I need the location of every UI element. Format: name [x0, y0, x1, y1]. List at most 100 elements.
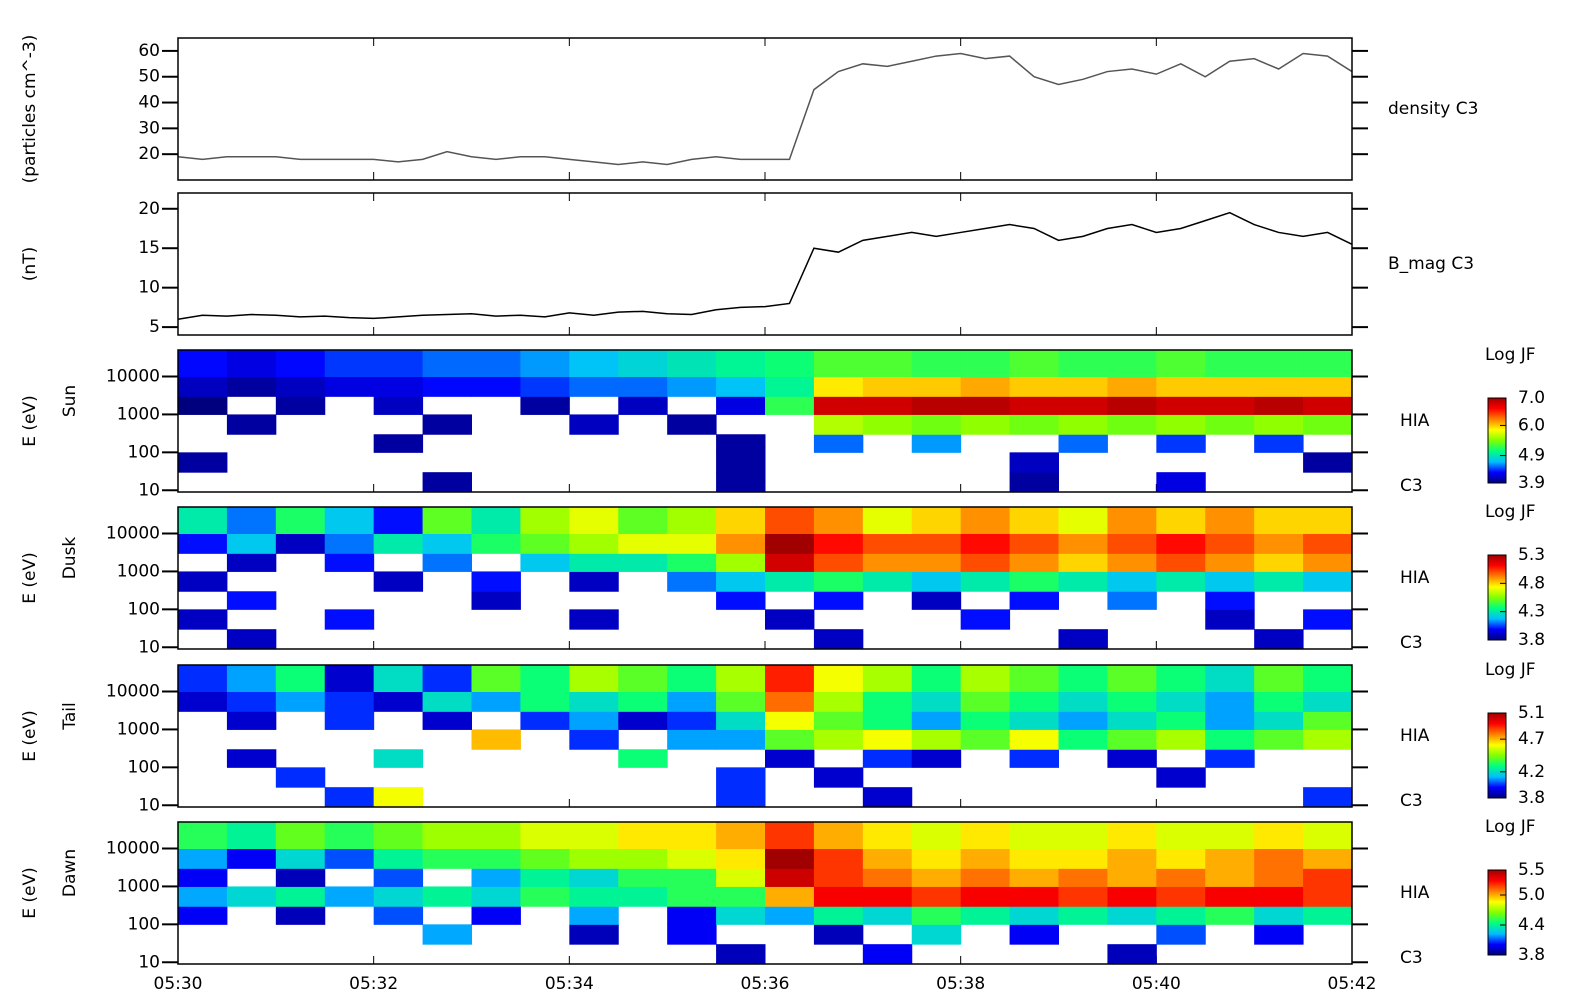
heatmap-cell: [911, 906, 962, 925]
panel-frame: [177, 506, 1353, 650]
heatmap-cell: [1009, 376, 1059, 397]
colorbar-tick-label: 3.8: [1518, 945, 1545, 965]
heatmap-cell: [765, 711, 815, 730]
heatmap-cell: [1058, 665, 1108, 693]
heatmap-cell: [1107, 591, 1157, 610]
heatmap-cell: [813, 906, 864, 925]
heatmap-cell: [324, 350, 375, 378]
heatmap-cell: [813, 396, 864, 415]
heatmap-cell: [1107, 729, 1157, 750]
heatmap-cell: [1156, 553, 1206, 572]
heatmap-cell: [178, 868, 228, 887]
heatmap-cell: [373, 886, 424, 907]
x-tick-label: 05:38: [936, 974, 985, 994]
heatmap-cell: [324, 553, 375, 572]
heatmap-cell: [911, 376, 962, 397]
heatmap-cell: [471, 533, 521, 554]
heatmap-cell: [569, 848, 619, 869]
heatmap-cell: [911, 822, 962, 850]
heatmap-cell: [716, 452, 766, 473]
y-axis-label: (nT): [20, 247, 40, 281]
heatmap-cell: [667, 414, 717, 435]
heatmap-cell: [1205, 868, 1255, 887]
heatmap-cell: [1205, 691, 1255, 712]
heatmap-cell: [862, 868, 913, 887]
heatmap-cell: [471, 691, 521, 712]
colorbar-tick-label: 3.8: [1518, 630, 1545, 650]
heatmap-cell: [373, 787, 424, 808]
heatmap-cell: [324, 609, 375, 630]
heatmap-cell: [667, 553, 717, 572]
heatmap-cell: [1254, 691, 1304, 712]
heatmap-cell: [1009, 711, 1059, 730]
heatmap-cell: [569, 906, 619, 925]
heatmap-cell: [1303, 533, 1353, 554]
heatmap-cell: [813, 665, 864, 693]
right-label: HIA: [1400, 411, 1430, 431]
colorbar-label: Log JF: [1485, 817, 1536, 837]
y-tick-label: 10: [138, 278, 160, 298]
right-label: C3: [1400, 791, 1423, 811]
heatmap-cell: [1254, 571, 1304, 592]
heatmap-cell: [716, 822, 766, 850]
heatmap-cell: [1303, 691, 1353, 712]
heatmap-cell: [275, 868, 326, 887]
heatmap-cell: [1009, 729, 1059, 750]
heatmap-cell: [813, 848, 864, 869]
heatmap-cell: [960, 848, 1011, 869]
heatmap-cell: [862, 396, 913, 415]
heatmap-cell: [862, 729, 913, 750]
heatmap-cell: [1254, 414, 1304, 435]
heatmap-cell: [667, 533, 717, 554]
heatmap-cell: [1107, 749, 1157, 768]
heatmap-cell: [422, 924, 472, 945]
heatmap-cell: [569, 822, 619, 850]
heatmap-cell: [520, 848, 570, 869]
heatmap-cell: [1156, 886, 1206, 907]
heatmap-cell: [324, 691, 375, 712]
heatmap-cell: [1107, 553, 1157, 572]
heatmap-cell: [520, 886, 570, 907]
heatmap-cell: [324, 822, 375, 850]
heatmap-cell: [911, 350, 962, 378]
heatmap-cell: [1107, 848, 1157, 869]
heatmap-cell: [1107, 396, 1157, 415]
heatmap-cell: [275, 533, 326, 554]
heatmap-cell: [422, 472, 472, 493]
heatmap-cell: [765, 553, 815, 572]
heatmap-cell: [911, 924, 962, 945]
heatmap-cell: [765, 729, 815, 750]
heatmap-cell: [862, 533, 913, 554]
colorbar-label: Log JF: [1485, 502, 1536, 522]
heatmap-cell: [1205, 886, 1255, 907]
heatmap-cell: [1009, 414, 1059, 435]
heatmap-cell: [471, 665, 521, 693]
heatmap-cell: [911, 591, 962, 610]
heatmap-cell: [178, 533, 228, 554]
heatmap-cell: [1205, 848, 1255, 869]
heatmap-cell: [1254, 533, 1304, 554]
heatmap-cell: [178, 609, 228, 630]
y-tick-label: 15: [138, 238, 160, 258]
heatmap-cell: [960, 691, 1011, 712]
heatmap-cell: [765, 749, 815, 768]
heatmap-cell: [960, 665, 1011, 693]
heatmap-cell: [765, 571, 815, 592]
heatmap-cell: [520, 350, 570, 378]
heatmap-cell: [422, 350, 472, 378]
y-tick-label: 10000: [106, 524, 160, 544]
heatmap-cell: [716, 434, 766, 453]
heatmap-cell: [1303, 414, 1353, 435]
heatmap-cell: [1254, 396, 1304, 415]
heatmap-cell: [520, 665, 570, 693]
right-label: HIA: [1400, 883, 1430, 903]
colorbar-tick-label: 4.9: [1518, 446, 1545, 466]
heatmap-cell: [813, 729, 864, 750]
heatmap-cell: [716, 906, 766, 925]
heatmap-cell: [422, 376, 472, 397]
heatmap-cell: [1107, 571, 1157, 592]
heatmap-cell: [813, 533, 864, 554]
heatmap-cell: [716, 886, 766, 907]
heatmap-cell: [813, 924, 864, 945]
heatmap-cell: [1107, 665, 1157, 693]
